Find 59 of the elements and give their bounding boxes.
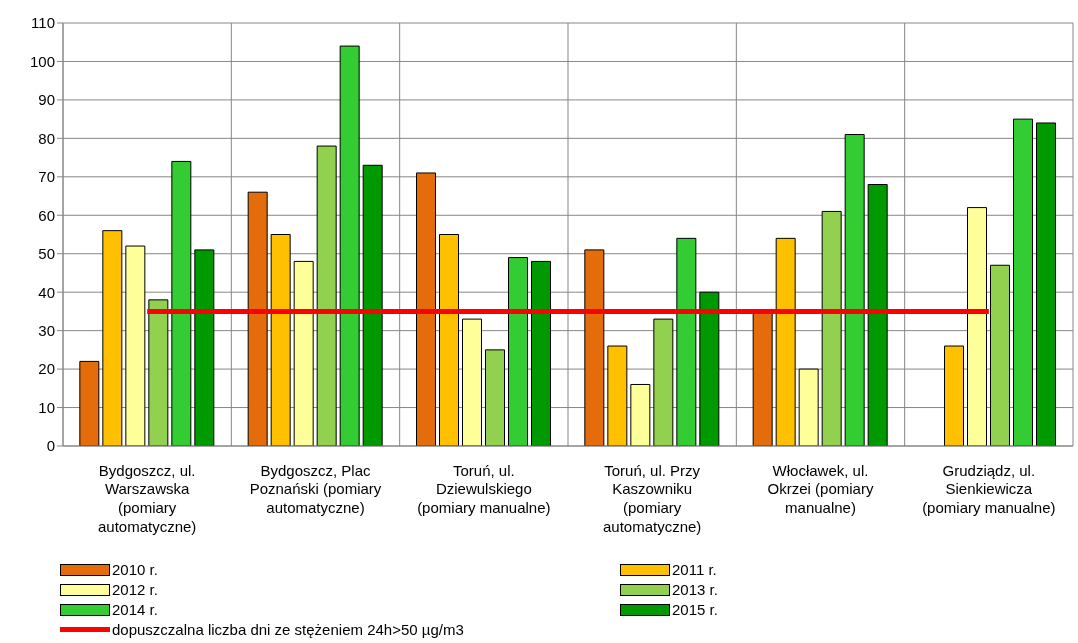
bar xyxy=(316,145,337,446)
x-tick-label: Bydgoszcz, Plac Poznański (pomiary automatyczne) xyxy=(249,461,382,516)
legend-label: 2013 r. xyxy=(672,581,718,598)
y-tick-label: 20 xyxy=(38,360,55,378)
bar xyxy=(148,299,169,446)
bar xyxy=(1036,122,1056,446)
y-tick-label: 10 xyxy=(38,398,55,416)
bar xyxy=(462,318,482,446)
x-tick-label: Bydgoszcz, ul. Warszawska (pomiary automatyczne) xyxy=(97,461,197,535)
bar xyxy=(125,245,146,446)
y-tick-label: 80 xyxy=(38,129,55,147)
bar xyxy=(990,264,1010,446)
y-tick-label: 50 xyxy=(38,245,55,263)
bar xyxy=(867,184,888,446)
y-tick-label: 60 xyxy=(38,206,55,224)
bar xyxy=(194,249,215,446)
bar xyxy=(967,207,987,446)
bar xyxy=(1013,118,1033,446)
bar xyxy=(531,260,551,446)
bar xyxy=(844,134,865,446)
bar xyxy=(79,360,100,446)
bar xyxy=(944,345,964,446)
bar xyxy=(416,172,436,446)
x-tick-label: Grudziądz, ul. Sienkiewicza (pomiary manualne) xyxy=(922,461,1056,516)
bar xyxy=(339,45,360,446)
bar xyxy=(584,249,605,446)
legend-label: 2010 r. xyxy=(112,561,158,578)
bar xyxy=(247,191,268,446)
y-tick-label: 0 xyxy=(46,437,55,455)
bar xyxy=(630,383,651,446)
legend-label: 2014 r. xyxy=(112,601,158,618)
y-tick-label: 90 xyxy=(38,91,55,109)
bar xyxy=(821,210,842,446)
bar xyxy=(775,237,796,446)
x-tick-label: Toruń, ul. Dziewulskiego (pomiary manualne) xyxy=(417,461,551,516)
legend-label: 2011 r. xyxy=(672,561,717,578)
y-tick-label: 70 xyxy=(38,168,55,186)
y-tick-label: 40 xyxy=(38,283,55,301)
bar xyxy=(293,260,314,446)
y-tick-label: 100 xyxy=(29,52,55,70)
bar xyxy=(607,345,628,446)
legend-label: dopuszczalna liczba dni ze stężeniem 24h>50 µg/m3 xyxy=(112,621,464,638)
x-tick-label: Toruń, ul. Przy Kaszowniku (pomiary automatyczne) xyxy=(602,461,702,535)
bar xyxy=(171,160,192,446)
x-tick-label: Włocławek, ul. Okrzei (pomiary manualne) xyxy=(767,461,874,516)
bar xyxy=(508,257,528,446)
bar xyxy=(798,368,819,446)
legend-label: 2015 r. xyxy=(672,601,718,618)
bar xyxy=(102,230,123,446)
bar xyxy=(653,318,674,446)
bar xyxy=(485,349,505,446)
bar xyxy=(439,234,459,446)
y-tick-label: 110 xyxy=(31,14,55,32)
bar xyxy=(270,234,291,446)
bar xyxy=(362,164,383,446)
bar xyxy=(699,291,720,446)
bar xyxy=(676,237,697,446)
y-tick-label: 30 xyxy=(38,321,55,339)
legend-label: 2012 r. xyxy=(112,581,158,598)
